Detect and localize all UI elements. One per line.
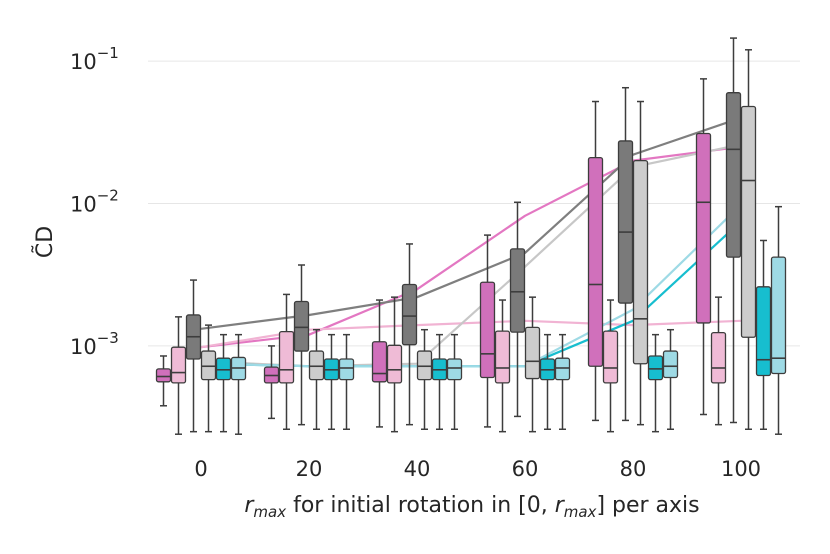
box-iqr bbox=[215, 357, 232, 381]
box-iqr bbox=[278, 330, 295, 384]
box-iqr bbox=[524, 326, 541, 380]
y-tick-base: 10 bbox=[70, 193, 97, 217]
box-iqr bbox=[602, 330, 619, 384]
trend-line bbox=[200, 145, 742, 349]
y-tick-base: 10 bbox=[70, 335, 97, 359]
x-tick-label: 40 bbox=[404, 457, 431, 481]
grid-layer bbox=[148, 60, 800, 347]
box-plot bbox=[263, 345, 280, 420]
box-iqr bbox=[401, 283, 418, 346]
y-tick-base: 10 bbox=[70, 50, 97, 74]
box-iqr bbox=[725, 92, 742, 258]
box-plot bbox=[431, 333, 448, 431]
x-tick-label: 100 bbox=[721, 457, 761, 481]
x-tick-label: 0 bbox=[194, 457, 207, 481]
box-plot bbox=[539, 333, 556, 431]
box-plot bbox=[494, 299, 511, 433]
box-plot bbox=[524, 296, 541, 433]
box-iqr bbox=[308, 350, 325, 381]
box-iqr bbox=[155, 368, 172, 383]
box-iqr bbox=[617, 140, 634, 304]
box-iqr bbox=[710, 331, 727, 384]
x-tick-label: 20 bbox=[296, 457, 323, 481]
box-plot bbox=[416, 328, 433, 431]
box-plot bbox=[338, 333, 355, 431]
y-tick-exponent: −2 bbox=[97, 187, 119, 205]
box-iqr bbox=[338, 358, 355, 381]
box-iqr bbox=[446, 358, 463, 381]
box-iqr bbox=[509, 248, 526, 333]
box-iqr bbox=[371, 341, 388, 383]
box-iqr bbox=[695, 132, 712, 324]
box-plot bbox=[479, 234, 496, 428]
box-plot bbox=[554, 333, 571, 431]
box-plot bbox=[323, 333, 340, 431]
x-axis-label: rmax for initial rotation in [0, rmax] p… bbox=[244, 493, 699, 521]
box-plot bbox=[155, 355, 172, 407]
y-tick-label: 10−2 bbox=[70, 187, 119, 217]
box-plot bbox=[770, 205, 787, 435]
box-plot bbox=[170, 316, 187, 435]
trend-line bbox=[200, 116, 742, 330]
trend-lines bbox=[200, 116, 742, 368]
box-plot bbox=[509, 201, 526, 418]
box-plot bbox=[386, 296, 403, 433]
box-iqr bbox=[386, 344, 403, 384]
box-iqr bbox=[632, 159, 649, 365]
box-iqr bbox=[479, 281, 496, 379]
box-iqr bbox=[416, 350, 433, 381]
box-iqr bbox=[200, 350, 217, 381]
x-axis-label-r: r bbox=[244, 493, 255, 518]
box-iqr bbox=[662, 350, 679, 379]
box-iqr bbox=[755, 286, 772, 377]
box-iqr bbox=[647, 355, 664, 381]
box-plot bbox=[647, 333, 664, 433]
box-plot bbox=[617, 86, 634, 422]
box-iqr bbox=[554, 357, 571, 381]
y-tick-exponent: −1 bbox=[97, 44, 119, 62]
box-plot bbox=[308, 328, 325, 431]
box-plot bbox=[185, 279, 202, 433]
box-plot bbox=[662, 328, 679, 431]
box-iqr bbox=[770, 256, 787, 375]
box-plot bbox=[401, 243, 418, 426]
box-iqr bbox=[170, 346, 187, 384]
box-plot bbox=[602, 299, 619, 433]
box-plot bbox=[446, 333, 463, 431]
x-tick-label: 60 bbox=[512, 457, 539, 481]
box-iqr bbox=[740, 105, 757, 338]
box-plot bbox=[695, 78, 712, 416]
box-plot bbox=[725, 37, 742, 424]
box-plot bbox=[587, 100, 604, 422]
box-plot bbox=[278, 293, 295, 431]
box-plot bbox=[632, 100, 649, 426]
x-axis-label-middle: for initial rotation in [0, bbox=[286, 493, 555, 518]
box-plot bbox=[293, 264, 310, 426]
y-tick-label: 10−1 bbox=[70, 44, 119, 74]
box-iqr bbox=[293, 300, 310, 352]
x-axis-label-r-subscript: max bbox=[253, 503, 286, 521]
box-plot bbox=[230, 333, 247, 435]
x-axis-label-r2: r bbox=[555, 493, 566, 518]
x-tick-label: 80 bbox=[620, 457, 647, 481]
x-axis-label-end: ] per axis bbox=[596, 493, 699, 518]
x-axis-label-r2-subscript: max bbox=[564, 503, 597, 521]
box-plot bbox=[200, 324, 217, 433]
x-tick-labels: 0 20 40 60 80 100 bbox=[194, 457, 761, 481]
y-tick-label: 10−3 bbox=[70, 329, 119, 359]
box-iqr bbox=[494, 330, 511, 384]
y-tick-exponent: −3 bbox=[97, 329, 119, 347]
y-axis-label: C̃D bbox=[32, 226, 58, 258]
y-tick-labels: 10−310−210−1 bbox=[70, 44, 119, 359]
box-plot bbox=[371, 299, 388, 428]
box-iqr bbox=[587, 156, 604, 367]
box-plot bbox=[740, 49, 757, 431]
box-layer bbox=[155, 37, 787, 435]
box-plot bbox=[710, 296, 727, 426]
box-plot bbox=[755, 239, 772, 431]
box-plot bbox=[215, 333, 232, 433]
